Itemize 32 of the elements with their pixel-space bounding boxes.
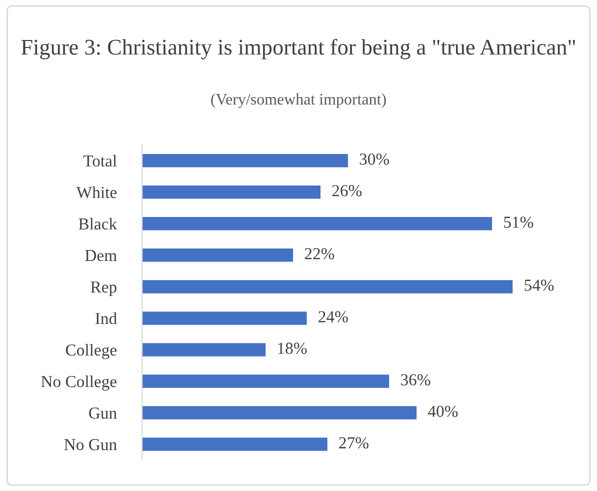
data-label: 51% (504, 216, 534, 228)
bar (142, 312, 307, 325)
y-tick-label: Total (83, 154, 117, 167)
bar (142, 154, 348, 168)
data-label: 18% (278, 342, 307, 354)
data-label: 27% (339, 437, 368, 449)
chart-title: Figure 3: Christianity is important for being a "true American" (21, 38, 575, 60)
data-label: 22% (304, 248, 334, 260)
data-label: 54% (524, 280, 554, 291)
bar (142, 438, 328, 451)
data-label: 40% (428, 406, 458, 418)
y-tick-label: College (66, 344, 117, 360)
bar (142, 343, 266, 356)
y-tick-label: Gun (89, 408, 117, 419)
y-tick-label: Black (78, 218, 118, 230)
data-label: 30% (360, 154, 390, 165)
y-tick-label: White (76, 186, 117, 198)
chart-subtitle: (Very/somewhat important) (211, 93, 386, 108)
bar (142, 374, 390, 388)
y-tick-label: Rep (90, 282, 116, 296)
y-tick-label: Ind (95, 312, 117, 324)
data-label: 36% (401, 374, 430, 386)
bar (142, 186, 320, 199)
data-label: 26% (332, 185, 362, 196)
bar (142, 406, 417, 420)
bar (142, 217, 492, 230)
y-tick-label: No Gun (64, 439, 117, 450)
bar (142, 248, 294, 262)
bar (142, 280, 513, 294)
y-tick-label: Dem (85, 250, 117, 262)
y-tick-label: No College (41, 375, 117, 391)
data-label: 24% (318, 311, 348, 322)
